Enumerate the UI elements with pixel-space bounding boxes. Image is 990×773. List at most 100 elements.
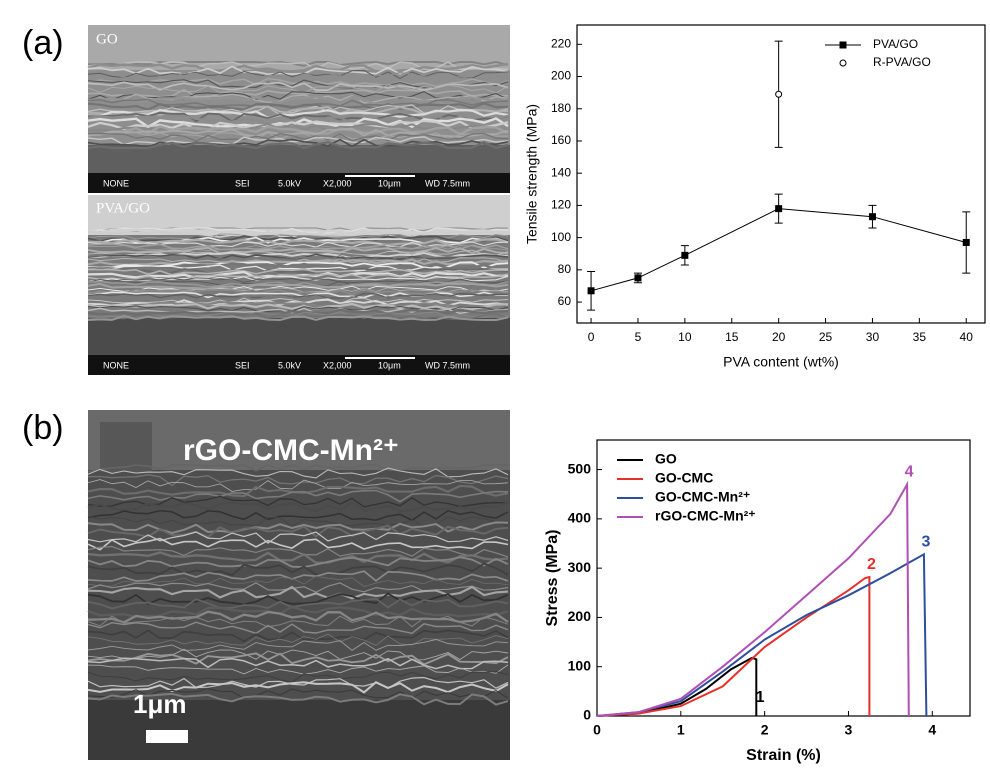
info-text: SEI	[235, 360, 250, 370]
image-caption: PVA/GO	[96, 200, 150, 216]
x-tick-label: 20	[772, 330, 786, 344]
sem-layer	[87, 119, 509, 131]
y-tick-label: 140	[551, 165, 571, 179]
x-axis-title: Strain (%)	[746, 747, 821, 764]
x-tick-label: 5	[635, 330, 642, 344]
sem-layer	[87, 95, 509, 107]
sem-layer	[87, 282, 509, 291]
x-tick-label: 3	[845, 722, 853, 738]
info-text: NONE	[103, 360, 129, 370]
y-tick-label: 100	[568, 657, 592, 673]
sem-layer	[87, 545, 509, 558]
x-tick-label: 0	[593, 722, 601, 738]
x-tick-label: 10	[678, 330, 692, 344]
sem-layer	[87, 81, 509, 92]
sem-layer	[87, 311, 509, 318]
y-axis-title: Tensile strength (MPa)	[524, 104, 540, 244]
sem-bottom	[88, 318, 510, 355]
x-tick-label: 40	[960, 330, 974, 344]
sem-layer	[87, 562, 509, 577]
sem-layer	[87, 132, 509, 142]
series-line	[596, 575, 871, 717]
info-text: X2,000	[323, 360, 352, 370]
marker	[868, 213, 876, 221]
sem-layer	[87, 88, 509, 98]
sem-layer	[87, 307, 509, 315]
image-caption: GO	[96, 31, 118, 47]
sem-layer	[87, 467, 509, 479]
sem-layer	[87, 605, 509, 618]
sem-layer	[87, 288, 509, 296]
sem-layer	[87, 292, 509, 299]
series-annotation: 3	[921, 534, 930, 551]
sem-layer	[87, 61, 509, 67]
sem-layer	[87, 140, 509, 150]
sem-layer	[87, 251, 509, 259]
sem-layer	[87, 238, 509, 246]
sem-layer	[87, 108, 509, 120]
sem-layer	[87, 501, 509, 513]
y-tick-label: 200	[551, 69, 571, 83]
sem-layer	[87, 267, 509, 275]
sem-layer	[87, 305, 509, 313]
sem-layer	[87, 246, 509, 255]
sem-layer	[87, 125, 509, 136]
sem-layer	[87, 657, 509, 670]
sem-layer	[87, 676, 509, 689]
scale-label: 1μm	[133, 689, 187, 719]
sem-layer	[87, 597, 509, 610]
legend-label: GO-CMC	[655, 470, 713, 486]
sem-layer	[87, 489, 509, 503]
sem-layer	[87, 652, 509, 666]
marker	[839, 59, 847, 67]
info-text: 10μm	[378, 360, 401, 370]
series-annotation: 1	[756, 689, 765, 706]
sem-layer	[87, 61, 509, 71]
y-tick-label: 220	[551, 37, 571, 51]
y-axis-title: Stress (MPa)	[544, 530, 561, 627]
sem-layer	[87, 556, 509, 569]
sem-layer	[87, 585, 509, 600]
info-bar	[88, 355, 510, 375]
sem-layer	[87, 681, 509, 694]
sem-layer	[87, 692, 509, 706]
sem-layer	[87, 509, 509, 522]
sem-layer	[87, 117, 509, 129]
scale-bar	[146, 730, 188, 743]
y-tick-label: 60	[558, 294, 572, 308]
sem-layer	[87, 268, 509, 276]
sem-layer	[87, 301, 509, 309]
legend-label: rGO-CMC-Mn²⁺	[655, 508, 756, 524]
info-bar	[88, 173, 510, 193]
sem-layer	[87, 275, 509, 282]
series-annotation: 4	[905, 464, 914, 481]
x-tick-label: 4	[928, 722, 936, 738]
sem-layer	[87, 474, 509, 487]
sem-layer	[87, 648, 509, 661]
sem-surface	[88, 410, 510, 470]
info-text: WD 7.5mm	[425, 360, 470, 370]
sem-layer	[87, 479, 509, 492]
plot-frame	[596, 439, 971, 717]
sem-layer	[87, 138, 509, 148]
sem-layer	[87, 315, 509, 322]
y-tick-label: 180	[551, 101, 571, 115]
panel-label: (a)	[22, 24, 64, 62]
x-tick-label: 2	[761, 722, 769, 738]
plot-frame	[576, 24, 986, 324]
sem-bottom	[88, 145, 510, 173]
info-text: 5.0kV	[278, 178, 301, 188]
sem-layer	[87, 254, 509, 262]
sem-layer	[87, 249, 509, 256]
x-tick-label: 15	[725, 330, 739, 344]
x-axis-title: PVA content (wt%)	[723, 354, 839, 370]
x-tick-label: 1	[677, 722, 685, 738]
sem-layer	[87, 258, 509, 267]
x-tick-label: 35	[913, 330, 927, 344]
marker	[634, 274, 642, 282]
sem-layer	[87, 515, 509, 528]
y-tick-label: 120	[551, 198, 571, 212]
sem-layer	[87, 524, 509, 539]
info-text: 10μm	[378, 178, 401, 188]
info-text: WD 7.5mm	[425, 178, 470, 188]
